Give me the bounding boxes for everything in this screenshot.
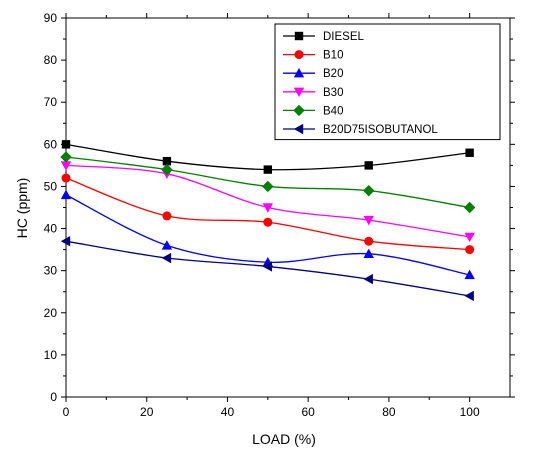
series-b20d75isobutanol <box>60 235 474 302</box>
legend-label: B20 <box>323 68 343 80</box>
data-point <box>61 173 71 183</box>
data-point <box>60 189 72 200</box>
legend: DIESEL B10 B20 B30 B40 B20D75ISOBUTANOL <box>274 23 501 141</box>
data-point <box>363 184 375 197</box>
data-point <box>364 236 374 246</box>
y-tick-label: 90 <box>44 11 58 25</box>
legend-item: B20 <box>283 68 343 80</box>
data-point <box>465 245 475 255</box>
y-tick-label: 30 <box>44 264 58 278</box>
data-point <box>162 156 172 166</box>
data-point <box>262 203 274 213</box>
y-axis-title: HC (ppm) <box>14 178 30 239</box>
legend-box <box>274 23 501 141</box>
data-point <box>465 148 474 157</box>
series-layer <box>60 140 476 302</box>
legend-item: B30 <box>283 87 343 99</box>
x-axis: 0 20 40 60 80 100 <box>63 13 480 419</box>
legend-label: B40 <box>323 105 343 117</box>
x-tick-label: 80 <box>382 405 396 419</box>
data-point <box>363 215 374 226</box>
legend-item: B10 <box>283 50 343 62</box>
x-tick-label: 100 <box>460 405 480 419</box>
data-point <box>161 163 173 176</box>
x-tick-label: 60 <box>302 405 316 419</box>
legend-label: B10 <box>323 50 343 62</box>
legend-item: B20D75ISOBUTANOL <box>283 123 438 136</box>
data-point <box>263 217 273 227</box>
y-tick-label: 60 <box>44 137 58 151</box>
y-tick-label: 40 <box>44 222 58 236</box>
data-point <box>60 151 72 163</box>
legend-marker <box>293 104 305 117</box>
data-point <box>463 201 476 214</box>
legend-marker <box>293 123 304 135</box>
data-point <box>363 248 374 259</box>
series-b20 <box>60 189 475 280</box>
x-tick-label: 20 <box>140 405 154 419</box>
x-tick-label: 0 <box>63 405 70 419</box>
legend-marker <box>293 87 305 97</box>
series-diesel <box>61 140 474 174</box>
y-tick-label: 80 <box>44 53 58 67</box>
data-point <box>262 180 274 193</box>
data-point <box>464 269 475 280</box>
series-b40 <box>60 151 476 214</box>
y-tick-label: 10 <box>44 348 58 362</box>
data-point <box>263 165 273 174</box>
legend-marker <box>294 31 304 41</box>
data-point <box>60 161 72 171</box>
data-point <box>61 140 71 149</box>
data-point <box>60 235 71 247</box>
legend-item: B40 <box>283 104 343 117</box>
x-axis-title: LOAD (%) <box>252 431 316 447</box>
data-point <box>262 261 273 272</box>
legend-label: B30 <box>323 87 343 99</box>
y-tick-label: 0 <box>50 390 57 404</box>
data-point <box>464 290 474 302</box>
data-point <box>162 211 172 221</box>
x-tick-label: 40 <box>221 405 235 419</box>
legend-label: DIESEL <box>323 31 365 43</box>
data-point <box>364 161 373 170</box>
legend-item: DIESEL <box>283 31 365 43</box>
y-axis: 0 10 20 30 40 50 60 70 80 90 <box>44 11 515 404</box>
legend-marker <box>294 50 304 60</box>
data-point <box>363 273 373 285</box>
data-point <box>464 232 475 243</box>
y-tick-label: 20 <box>44 306 58 320</box>
data-point <box>161 252 172 264</box>
data-point <box>161 240 173 250</box>
series-b10 <box>61 173 475 255</box>
legend-label: B20D75ISOBUTANOL <box>323 124 438 136</box>
y-tick-label: 70 <box>44 95 58 109</box>
legend-marker <box>293 68 305 78</box>
y-tick-label: 50 <box>44 179 58 193</box>
